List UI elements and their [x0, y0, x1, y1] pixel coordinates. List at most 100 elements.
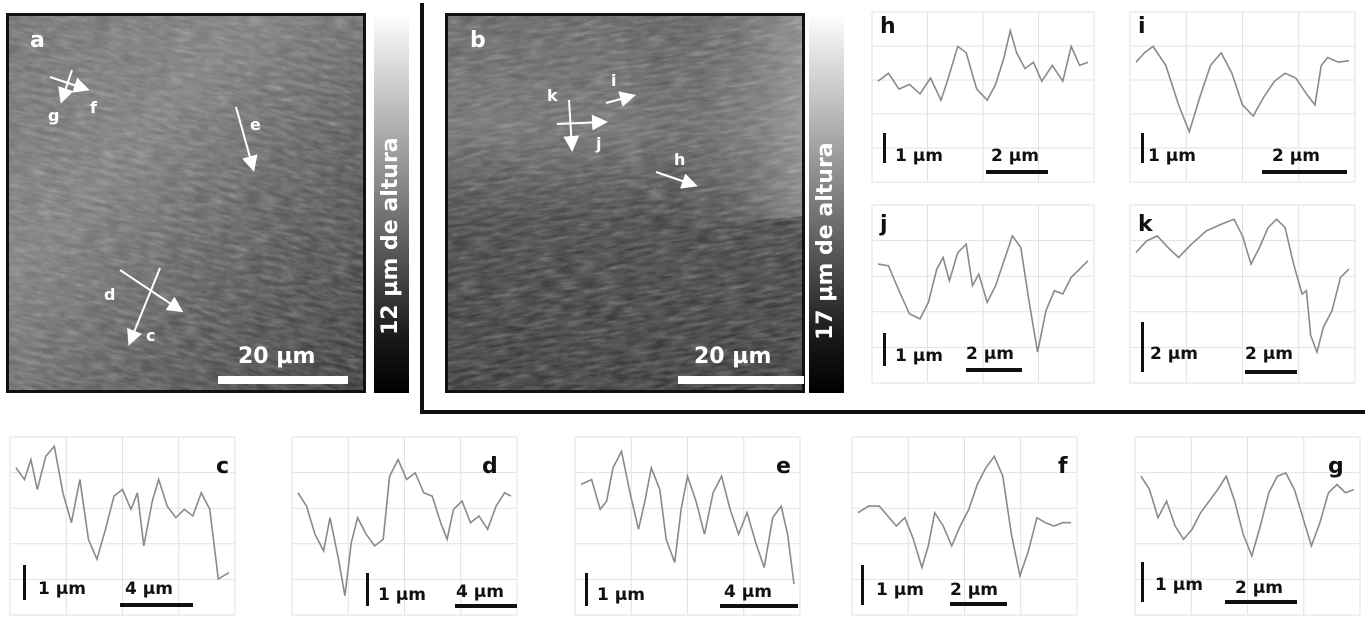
profile-g-vscale: 1 µm	[1155, 575, 1203, 595]
profile-h-plot	[871, 11, 1095, 183]
height-colorbar-b	[809, 13, 844, 393]
panel-a-scale-label: 20 µm	[238, 344, 316, 369]
profile-e-hscale-bar	[720, 604, 798, 608]
micrograph-a-texture	[9, 16, 363, 390]
profile-e-plot	[574, 436, 801, 616]
arrow-label-i: i	[611, 71, 617, 90]
profile-j-hscale-bar	[966, 368, 1022, 372]
profile-h-trace	[877, 27, 1089, 103]
micrograph-a	[6, 13, 366, 393]
profile-e-hscale: 4 µm	[724, 582, 772, 602]
profile-d-vscale-bar	[366, 573, 369, 606]
profile-f-plot	[851, 436, 1078, 616]
profile-k-hscale: 2 µm	[1245, 344, 1293, 364]
profile-e-vscale-bar	[585, 573, 588, 606]
profile-e	[574, 436, 801, 616]
profile-f-letter: f	[1058, 454, 1068, 479]
profile-f	[851, 436, 1078, 616]
micrograph-b	[445, 13, 805, 393]
profile-e-vscale: 1 µm	[597, 585, 645, 605]
arrow-label-k: k	[547, 86, 558, 105]
profile-f-vscale-bar	[861, 565, 864, 605]
profile-c-vscale: 1 µm	[38, 579, 86, 599]
profile-i-vscale: 1 µm	[1148, 146, 1196, 166]
arrow-g	[58, 69, 74, 104]
profile-h-letter: h	[880, 14, 896, 39]
profile-j-plot	[871, 204, 1095, 384]
profile-i-hscale: 2 µm	[1272, 146, 1320, 166]
profile-h-grid	[871, 11, 1095, 183]
arrow-i	[605, 91, 636, 107]
profile-j-letter: j	[880, 212, 888, 237]
profile-j-trace	[877, 234, 1089, 353]
arrow-d	[119, 269, 184, 313]
height-colorbar-a	[374, 13, 409, 393]
profile-j-vscale-bar	[883, 333, 886, 366]
arrow-label-j: j	[596, 134, 602, 153]
profile-i-hscale-bar	[1262, 170, 1347, 174]
panel-a-letter: a	[30, 28, 45, 53]
micrograph-b-texture	[448, 16, 802, 390]
profile-i-grid	[1129, 11, 1356, 183]
panel-b-letter: b	[470, 28, 486, 53]
profile-k-plot	[1129, 204, 1356, 384]
arrow-label-g: g	[48, 106, 60, 125]
profile-d-letter: d	[482, 454, 498, 479]
panel-b-scale-bar	[678, 376, 804, 384]
profile-d-vscale: 1 µm	[378, 585, 426, 605]
profile-h-vscale-bar	[883, 133, 886, 163]
profile-c-vscale-bar	[23, 565, 26, 600]
profile-j-hscale: 2 µm	[966, 344, 1014, 364]
profile-c-letter: c	[216, 454, 230, 479]
panel-a-scale-bar	[218, 376, 348, 384]
profile-i-letter: i	[1138, 14, 1146, 39]
height-label-b: 17 µm de altura	[813, 142, 838, 340]
profile-d	[291, 436, 518, 616]
arrow-label-c: c	[146, 326, 156, 345]
profile-f-vscale: 1 µm	[876, 580, 924, 600]
profile-f-trace	[857, 454, 1071, 579]
divider-vertical	[420, 3, 424, 414]
arrow-h	[655, 171, 698, 189]
profile-h-hscale: 2 µm	[991, 146, 1039, 166]
profile-g-trace	[1140, 471, 1355, 559]
profile-d-trace	[297, 457, 512, 596]
profile-h-vscale: 1 µm	[895, 146, 943, 166]
profile-e-letter: e	[776, 454, 791, 479]
profile-f-hscale-bar	[950, 602, 1007, 606]
arrow-c	[127, 267, 161, 346]
profile-d-plot	[291, 436, 518, 616]
profile-g-vscale-bar	[1141, 562, 1144, 602]
profile-j	[871, 204, 1095, 384]
panel-b-arrows	[556, 91, 698, 189]
profile-h	[871, 11, 1095, 183]
profile-d-hscale: 4 µm	[456, 582, 504, 602]
profile-i-plot	[1129, 11, 1356, 183]
profile-i	[1129, 11, 1356, 183]
profile-k-letter: k	[1138, 212, 1153, 237]
profile-g-hscale-bar	[1225, 600, 1297, 604]
profile-k-vscale: 2 µm	[1150, 344, 1198, 364]
panel-a-arrows	[49, 69, 258, 346]
profile-c	[9, 436, 236, 616]
profile-c-grid	[9, 436, 236, 616]
arrow-label-f: f	[90, 98, 97, 117]
profile-k	[1129, 204, 1356, 384]
profile-c-hscale-bar	[120, 603, 193, 607]
profile-g-plot	[1134, 436, 1361, 616]
profile-c-plot	[9, 436, 236, 616]
arrow-label-h: h	[674, 150, 686, 169]
profile-h-hscale-bar	[986, 170, 1048, 174]
profile-g-hscale: 2 µm	[1235, 578, 1283, 598]
profile-c-trace	[15, 444, 230, 581]
profile-c-hscale: 4 µm	[125, 579, 173, 599]
profile-g-letter: g	[1328, 454, 1344, 479]
profile-k-vscale-bar	[1141, 322, 1144, 372]
profile-k-hscale-bar	[1245, 370, 1297, 374]
profile-e-trace	[580, 448, 795, 585]
panel-b-scale-label: 20 µm	[694, 344, 772, 369]
profile-i-trace	[1135, 45, 1350, 135]
profile-j-grid	[871, 204, 1095, 384]
arrow-label-e: e	[250, 115, 261, 134]
arrow-e	[235, 106, 258, 172]
